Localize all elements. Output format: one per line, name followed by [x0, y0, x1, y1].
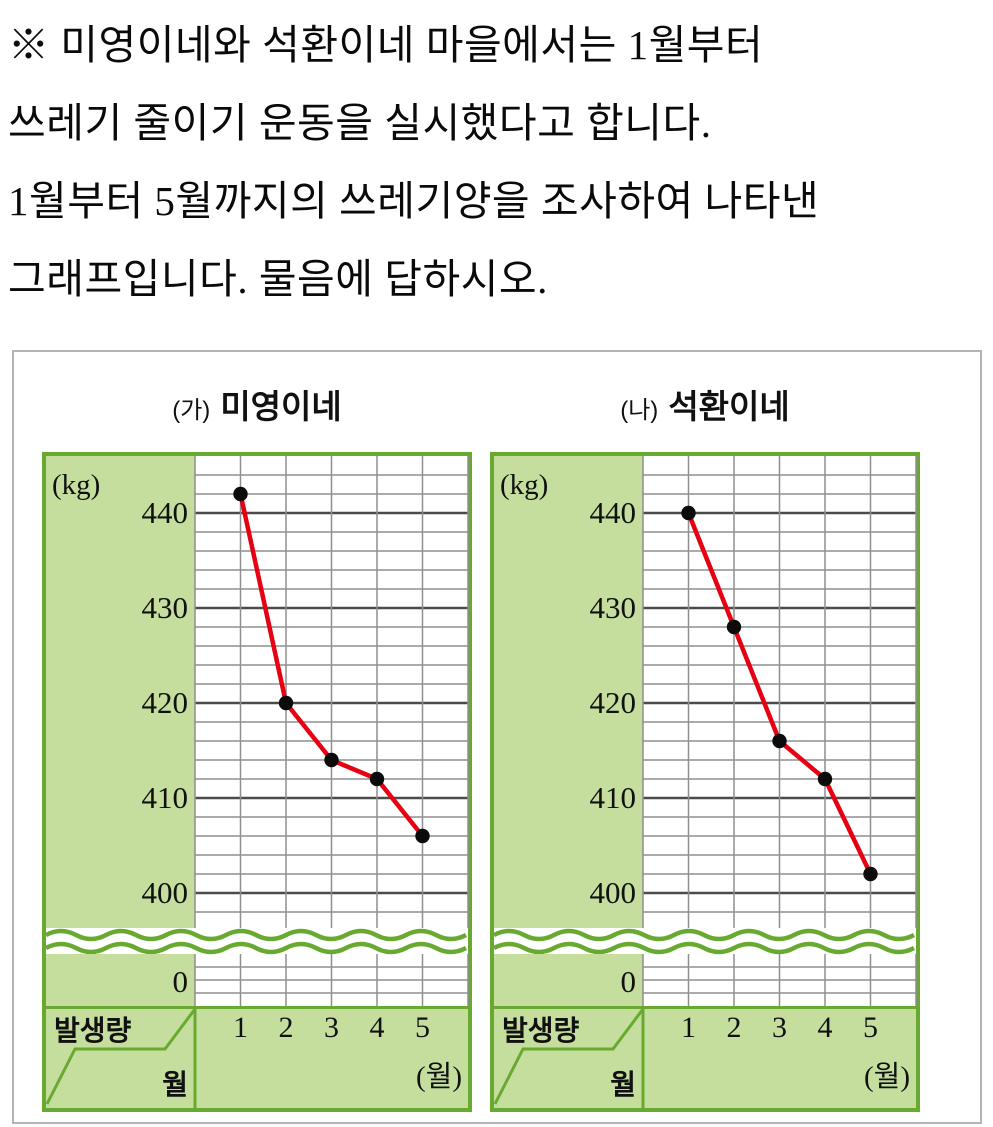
chart-panels-row: (kg) 440 430 420 410 400 0 발생량 월 1 2 3 4 5 (월) (kg) 440… — [42, 452, 980, 1112]
y-tick-label: 400 — [590, 875, 637, 910]
x-tick-label: 4 — [370, 1011, 385, 1044]
chart-title-text: 미영이네 — [220, 388, 342, 425]
y-axis-title: 발생량 — [54, 1015, 132, 1046]
y-tick-label: 410 — [590, 780, 637, 815]
problem-line: ※ 미영이네와 석환이네 마을에서는 1월부터 — [8, 22, 764, 68]
y-tick-label: 440 — [590, 495, 637, 530]
axis-break-wave — [44, 928, 468, 942]
unit-label: (kg) — [52, 469, 100, 501]
x-unit-label: (월) — [864, 1060, 910, 1093]
x-tick-label: 5 — [415, 1011, 430, 1044]
y-label-strip — [46, 456, 195, 930]
y-tick-label: 400 — [142, 875, 189, 910]
data-point — [233, 486, 248, 502]
y-tick-label: 410 — [142, 780, 189, 815]
x-tick-label: 2 — [727, 1011, 742, 1044]
data-point — [415, 828, 430, 844]
x-tick-label: 4 — [818, 1011, 833, 1044]
chart-title-prefix: (나) — [620, 397, 659, 424]
chart-title-prefix: (가) — [172, 397, 211, 424]
data-point — [772, 733, 787, 749]
data-point — [369, 771, 385, 787]
page: ※ 미영이네와 석환이네 마을에서는 1월부터 쓰레기 줄이기 운동을 실시했다… — [0, 6, 993, 1124]
y-tick-label: 440 — [142, 495, 189, 530]
chart-figure-box: (가) 미영이네 (나) 석환이네 (kg) 440 430 420 410 400 0 발생량 월… — [12, 350, 982, 1124]
y-tick-label: 420 — [142, 685, 189, 720]
zero-label: 0 — [621, 964, 637, 999]
axis-break-wave — [492, 941, 916, 955]
corner-diagonal — [493, 1008, 645, 1105]
unit-label: (kg) — [500, 469, 548, 501]
problem-line: 쓰레기 줄이기 운동을 실시했다고 합니다. — [8, 100, 712, 146]
data-point — [863, 866, 878, 882]
x-axis-band — [494, 1006, 916, 1108]
problem-line: 1월부터 5월까지의 쓰레기양을 조사하여 나타낸 — [8, 178, 820, 224]
zero-strip — [494, 954, 643, 1006]
axis-break-wave — [44, 941, 468, 955]
data-point — [324, 752, 339, 768]
chart-title-text: 석환이네 — [668, 388, 790, 425]
data-point — [817, 771, 833, 787]
data-point — [278, 695, 294, 711]
zero-strip — [46, 954, 195, 1006]
zero-label: 0 — [173, 964, 189, 999]
y-axis-title: 발생량 — [502, 1015, 580, 1046]
x-axis-title: 월 — [162, 1069, 188, 1100]
x-tick-label: 2 — [279, 1011, 294, 1044]
axis-break-wave — [492, 928, 916, 942]
y-tick-label: 430 — [590, 590, 637, 625]
problem-line: 그래프입니다. 물음에 답하시오. — [8, 256, 548, 302]
data-point — [726, 619, 742, 635]
chart-title-ga: (가) 미영이네 — [42, 386, 472, 432]
x-axis-title: 월 — [610, 1069, 636, 1100]
chart-titles-row: (가) 미영이네 (나) 석환이네 — [42, 386, 980, 432]
x-tick-label: 1 — [681, 1011, 696, 1044]
x-unit-label: (월) — [416, 1060, 462, 1093]
y-label-strip — [494, 456, 643, 930]
x-tick-label: 3 — [772, 1011, 787, 1044]
x-tick-label: 1 — [233, 1011, 248, 1044]
y-tick-label: 420 — [590, 685, 637, 720]
data-point — [681, 505, 696, 521]
y-tick-label: 430 — [142, 590, 189, 625]
x-axis-band — [46, 1006, 468, 1108]
chart-title-na: (나) 석환이네 — [490, 386, 920, 432]
problem-text: ※ 미영이네와 석환이네 마을에서는 1월부터 쓰레기 줄이기 운동을 실시했다… — [8, 6, 985, 318]
x-tick-label: 3 — [324, 1011, 339, 1044]
corner-diagonal — [45, 1008, 197, 1105]
x-tick-label: 5 — [863, 1011, 878, 1044]
